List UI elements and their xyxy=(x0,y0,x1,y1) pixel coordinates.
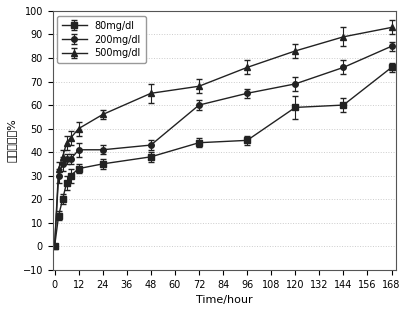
X-axis label: Time/hour: Time/hour xyxy=(196,295,253,305)
Y-axis label: 累积释放率%: 累积释放率% xyxy=(7,119,17,162)
Legend: 80mg/dl, 200mg/dl, 500mg/dl: 80mg/dl, 200mg/dl, 500mg/dl xyxy=(58,16,146,63)
